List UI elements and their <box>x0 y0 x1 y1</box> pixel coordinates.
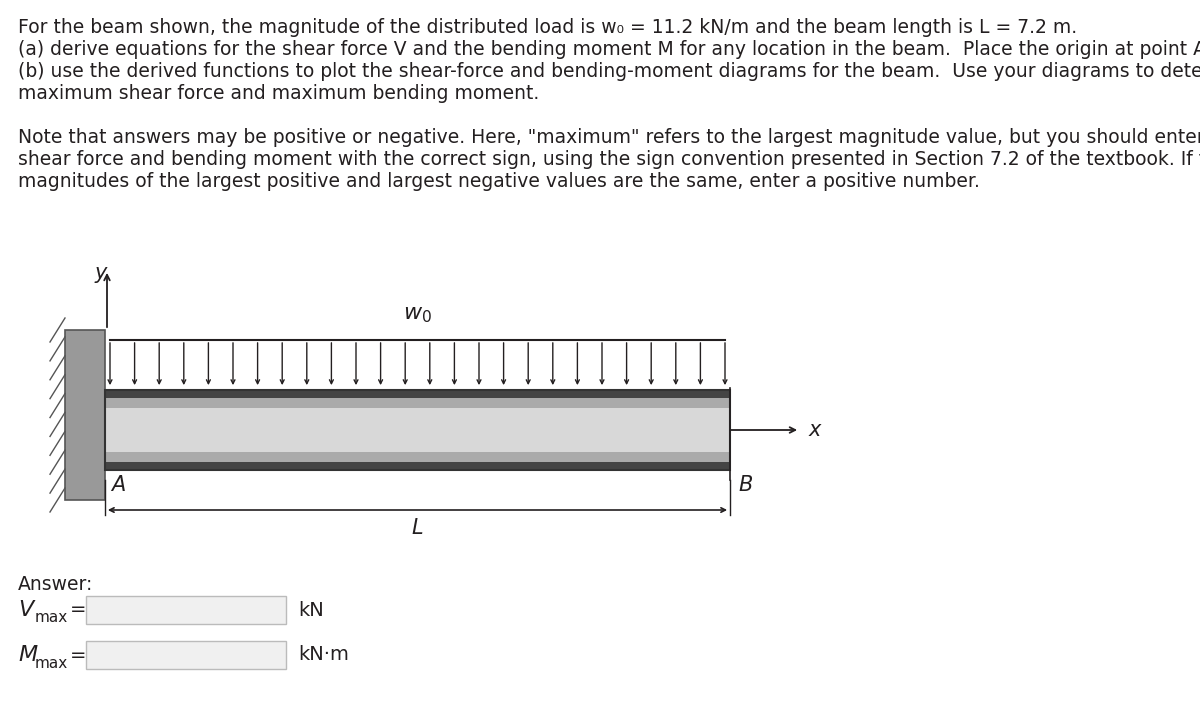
Text: $B$: $B$ <box>738 475 754 495</box>
Text: =: = <box>70 601 86 620</box>
Text: $V$: $V$ <box>18 600 36 620</box>
Text: maximum shear force and maximum bending moment.: maximum shear force and maximum bending … <box>18 84 539 103</box>
Text: $y$: $y$ <box>95 265 109 285</box>
Text: For the beam shown, the magnitude of the distributed load is w₀ = 11.2 kN/m and : For the beam shown, the magnitude of the… <box>18 18 1078 37</box>
Text: (b) use the derived functions to plot the shear-force and bending-moment diagram: (b) use the derived functions to plot th… <box>18 62 1200 81</box>
Bar <box>106 398 730 408</box>
Bar <box>106 408 730 452</box>
Bar <box>106 452 730 462</box>
Text: magnitudes of the largest positive and largest negative values are the same, ent: magnitudes of the largest positive and l… <box>18 172 980 191</box>
Text: $M$: $M$ <box>18 645 38 665</box>
Text: $x$: $x$ <box>808 420 823 440</box>
Text: Answer:: Answer: <box>18 575 94 594</box>
Text: max: max <box>35 610 68 625</box>
Bar <box>106 390 730 470</box>
Text: kN·m: kN·m <box>298 645 349 664</box>
Text: Note that answers may be positive or negative. Here, "maximum" refers to the lar: Note that answers may be positive or neg… <box>18 128 1200 147</box>
Bar <box>65 330 106 500</box>
Text: $L$: $L$ <box>412 518 424 538</box>
Bar <box>106 462 730 470</box>
Text: $A$: $A$ <box>110 475 126 495</box>
Bar <box>106 390 730 398</box>
Text: =: = <box>70 645 86 664</box>
Text: $w_0$: $w_0$ <box>403 305 432 325</box>
Text: shear force and bending moment with the correct sign, using the sign convention : shear force and bending moment with the … <box>18 150 1200 169</box>
Text: (a) derive equations for the shear force V and the bending moment M for any loca: (a) derive equations for the shear force… <box>18 40 1200 59</box>
Text: kN: kN <box>298 601 324 620</box>
Text: max: max <box>35 656 68 671</box>
Bar <box>86 596 286 624</box>
Bar <box>86 641 286 669</box>
